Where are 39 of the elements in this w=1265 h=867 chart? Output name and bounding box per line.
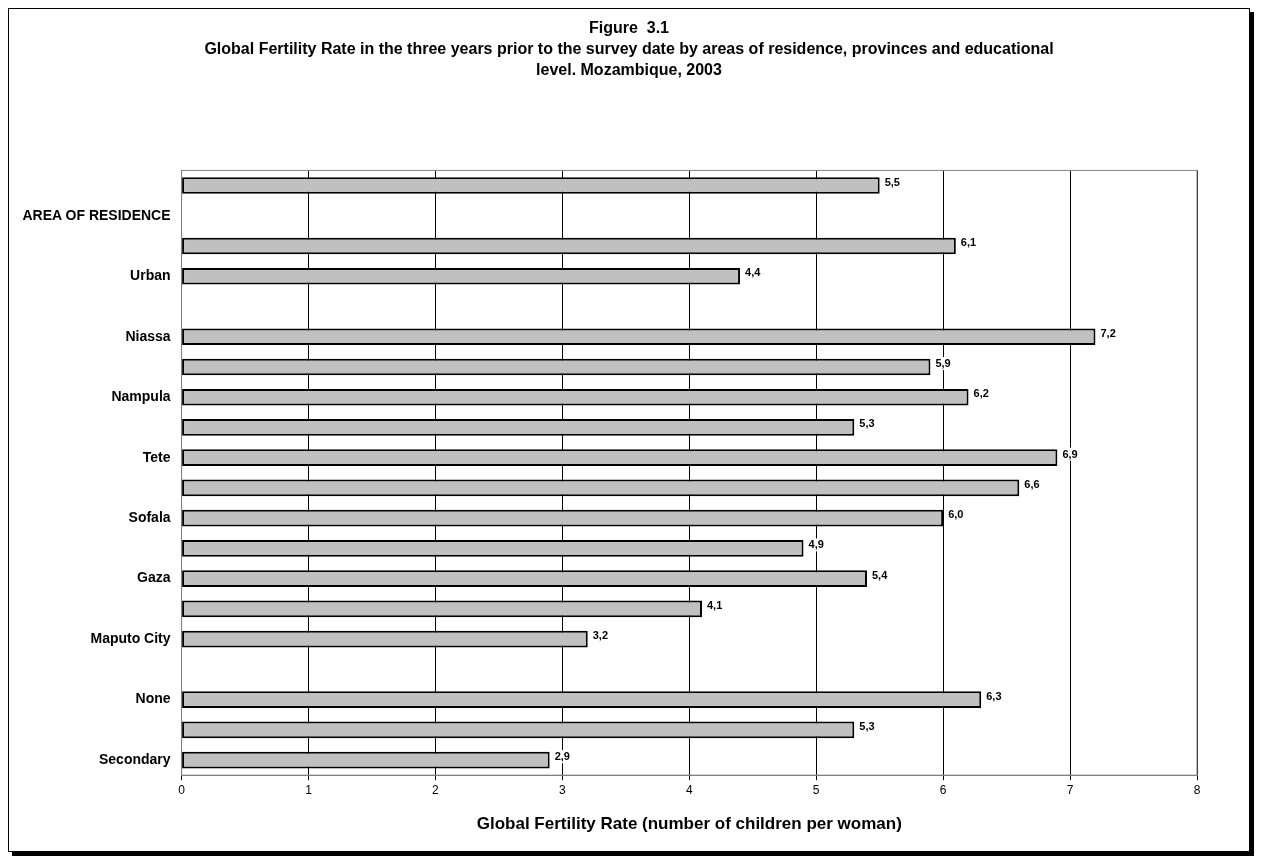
data-label: 4,9 [808,538,824,551]
data-label: 4,4 [745,266,762,279]
data-label: 5,4 [871,568,889,581]
y-tick-label: None [135,690,171,707]
x-tick-label: 3 [559,782,567,797]
y-tick-label: Sofala [128,509,171,526]
data-label: 5,3 [859,417,875,430]
x-tick-label: 8 [1193,782,1201,797]
x-tick-label: 6 [939,782,947,797]
y-tick-label: Urban [130,267,171,284]
data-label: 7,2 [1100,326,1116,339]
chart-subtitle: Global Fertility Rate in the three years prior to the survey date by areas of residence, provinces and educational level. Mozambique, 2003 [203,39,1055,80]
y-tick-label: Secondary [98,750,171,767]
x-axis-title: Global Fertility Rate (number of children per woman) [476,814,902,834]
y-tick-label: Niassa [125,327,171,344]
x-tick-label: 0 [178,782,186,797]
data-label: 5,5 [884,175,900,188]
y-tick-label: Maputo City [90,629,171,646]
data-label: 5,3 [859,719,875,732]
data-label: 6,9 [1062,447,1078,460]
data-label: 6,0 [948,508,964,521]
x-tick-label: 4 [685,782,693,797]
x-tick-label: 2 [432,782,440,797]
x-tick-label: 5 [812,782,820,797]
data-label: 6,1 [960,236,977,249]
y-tick-label: Tete [142,448,171,465]
data-label: 5,9 [935,356,951,369]
y-tick-label: Nampula [111,388,171,405]
y-tick-label: AREA OF RESIDENCE [22,206,171,223]
x-tick-label: 7 [1066,782,1074,797]
data-label: 6,6 [1024,477,1040,490]
data-label: 6,3 [986,689,1002,702]
data-label: 2,9 [554,750,570,763]
data-label: 6,2 [973,387,989,400]
chart-title: Figure 3.1 [588,18,670,38]
data-label: 3,2 [592,629,609,642]
x-tick-label: 1 [305,782,313,797]
y-tick-label: Gaza [137,569,171,586]
data-label: 4,1 [706,598,723,611]
